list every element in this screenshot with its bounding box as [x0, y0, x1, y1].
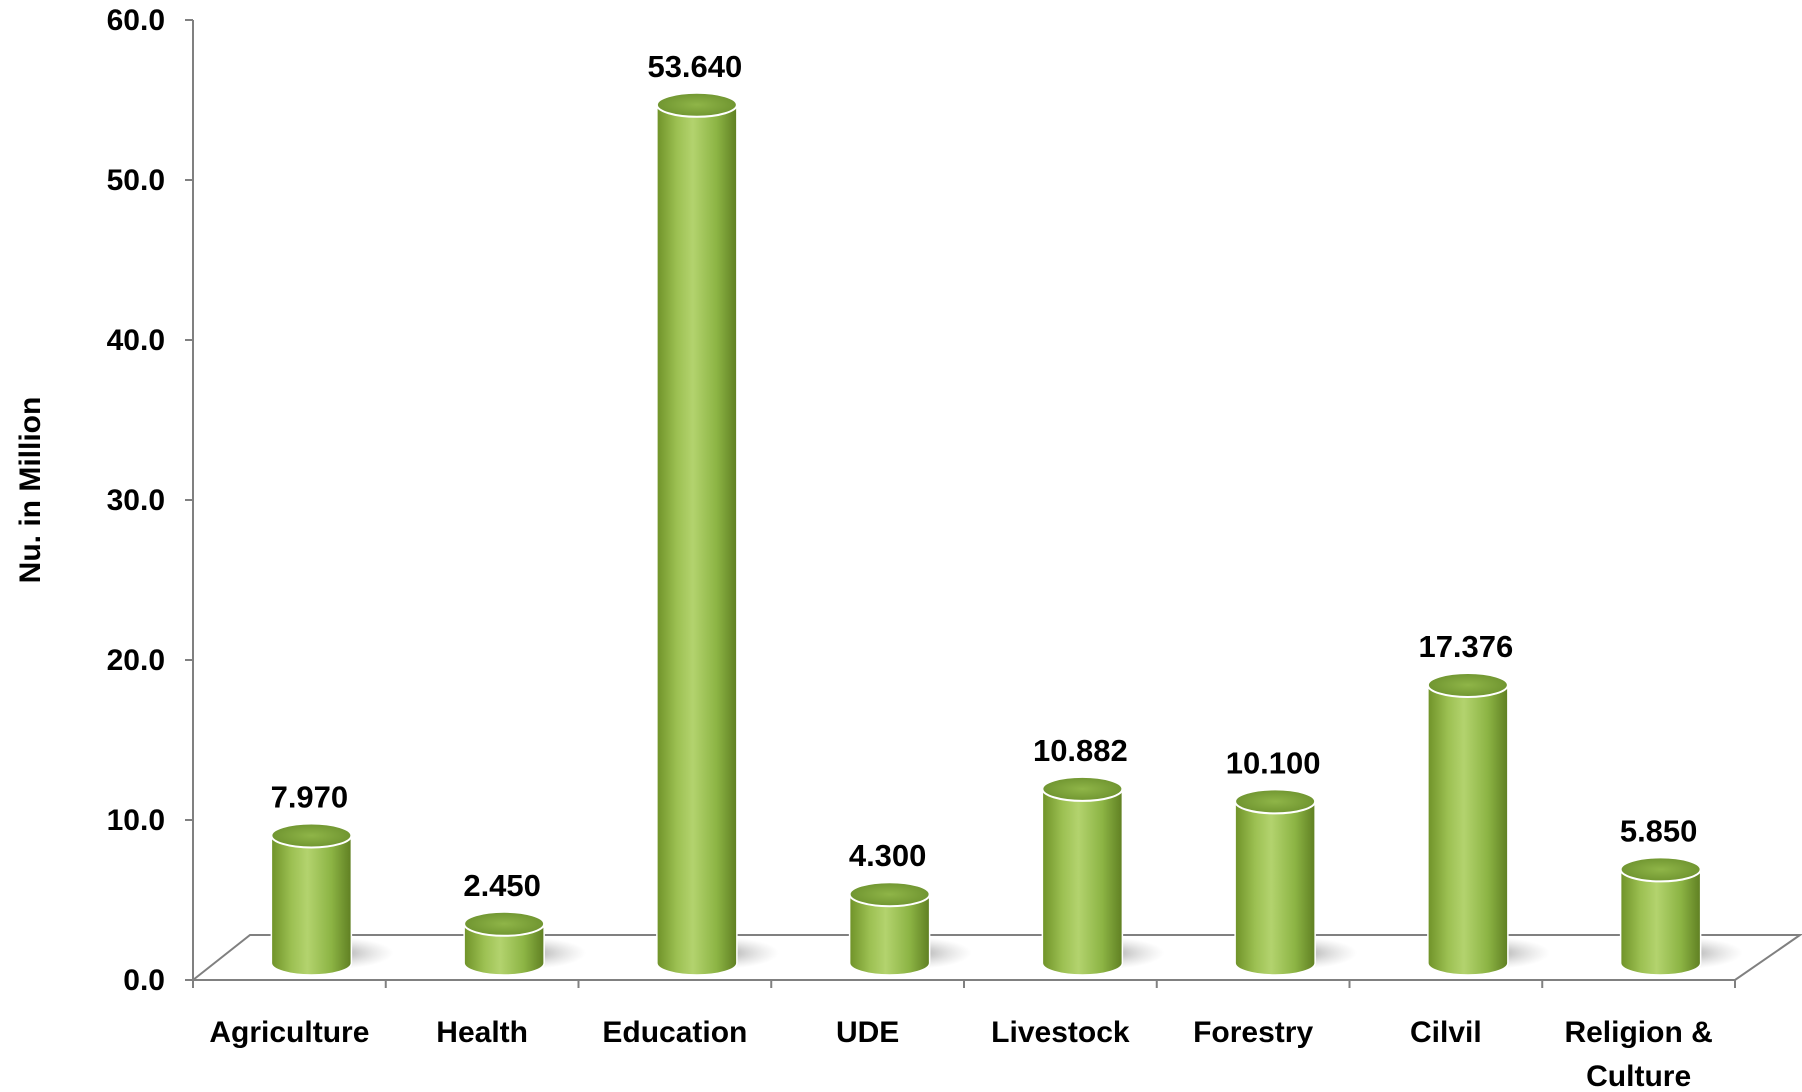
bar	[1426, 671, 1550, 976]
bar-top	[1041, 775, 1124, 802]
bar	[655, 91, 779, 976]
x-tick-label: Agriculture	[209, 1016, 369, 1049]
bar-body	[1427, 684, 1509, 976]
chart-floor	[190, 934, 1802, 986]
bar-body	[656, 104, 738, 976]
bar-top	[1426, 671, 1509, 698]
bar	[848, 881, 972, 976]
y-tick-label: 10.0	[107, 804, 165, 837]
data-label: 53.640	[647, 49, 742, 84]
data-label: 5.850	[1620, 813, 1698, 848]
bar-body	[463, 923, 545, 976]
y-tick-label: 20.0	[107, 644, 165, 677]
data-label: 7.970	[271, 779, 349, 814]
y-tick-label: 0.0	[123, 964, 165, 997]
x-tick-label: Culture	[1586, 1060, 1691, 1092]
y-axis-title: Nu. in Million	[14, 397, 47, 584]
x-tick-label: Cilvil	[1410, 1016, 1482, 1049]
bar-top	[463, 910, 546, 937]
x-tick-label: Livestock	[991, 1016, 1130, 1049]
bar-top	[655, 91, 738, 118]
x-tick-label: Health	[436, 1016, 528, 1049]
bar-body	[1041, 788, 1124, 976]
bar-body	[1234, 800, 1316, 976]
y-tick-label: 30.0	[107, 484, 165, 517]
data-labels: 7.970 2.450 53.640 4.300 10.882 10.100 17.376 5…	[271, 49, 1698, 903]
bar-body	[270, 834, 353, 976]
bar-top	[1234, 788, 1317, 815]
bar-top	[848, 881, 931, 908]
bar	[463, 910, 587, 976]
y-axis: 0.0 10.0 20.0 30.0 40.0 50.0 60.0	[107, 4, 1736, 997]
y-tick-label: 60.0	[107, 4, 165, 37]
y-tick-label: 50.0	[107, 164, 165, 197]
bar	[1619, 856, 1743, 976]
bar	[1234, 788, 1358, 976]
floor-plane	[190, 934, 1802, 981]
bar-top	[270, 822, 353, 849]
x-tick-label: Religion &	[1564, 1016, 1712, 1049]
y-tick-label: 40.0	[107, 324, 165, 357]
x-tick-label: Forestry	[1193, 1016, 1313, 1049]
data-label: 2.450	[463, 868, 541, 903]
data-label: 17.376	[1418, 629, 1513, 664]
data-label: 10.882	[1033, 733, 1128, 768]
bar	[1041, 775, 1165, 976]
data-label: 4.300	[849, 838, 927, 873]
bar-body	[1619, 868, 1702, 976]
bar-body	[848, 893, 931, 976]
bars	[270, 91, 1743, 976]
x-tick-label: Education	[602, 1016, 747, 1049]
x-tick-label: UDE	[836, 1016, 899, 1049]
bar-top	[1619, 856, 1702, 883]
bar	[270, 822, 394, 976]
data-label: 10.100	[1226, 745, 1321, 780]
x-axis-labels: Agriculture Health Education UDE Livestock Fo…	[209, 1016, 1712, 1092]
